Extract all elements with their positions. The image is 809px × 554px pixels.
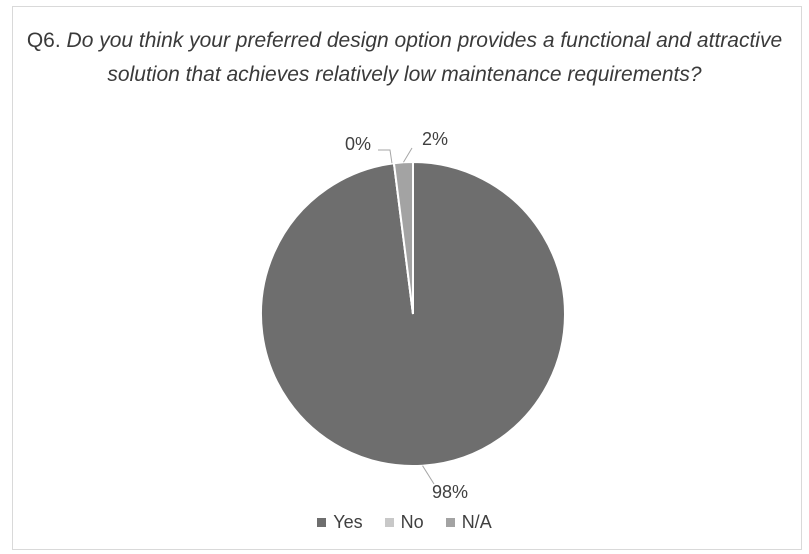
leader-line-no bbox=[378, 150, 392, 163]
legend-label-no: No bbox=[401, 512, 424, 533]
data-label-yes: 98% bbox=[432, 482, 468, 502]
pie-slices bbox=[261, 162, 565, 466]
legend-swatch-no bbox=[385, 518, 394, 527]
legend-swatch-na bbox=[446, 518, 455, 527]
legend-swatch-yes bbox=[317, 518, 326, 527]
leader-line-na bbox=[403, 148, 412, 162]
data-label-na: 2% bbox=[422, 129, 448, 149]
legend-label-na: N/A bbox=[462, 512, 492, 533]
legend-item-yes: Yes bbox=[317, 512, 362, 533]
legend-item-na: N/A bbox=[446, 512, 492, 533]
data-label-no: 0% bbox=[345, 134, 371, 154]
legend: Yes No N/A bbox=[0, 512, 809, 533]
legend-item-no: No bbox=[385, 512, 424, 533]
legend-label-yes: Yes bbox=[333, 512, 362, 533]
